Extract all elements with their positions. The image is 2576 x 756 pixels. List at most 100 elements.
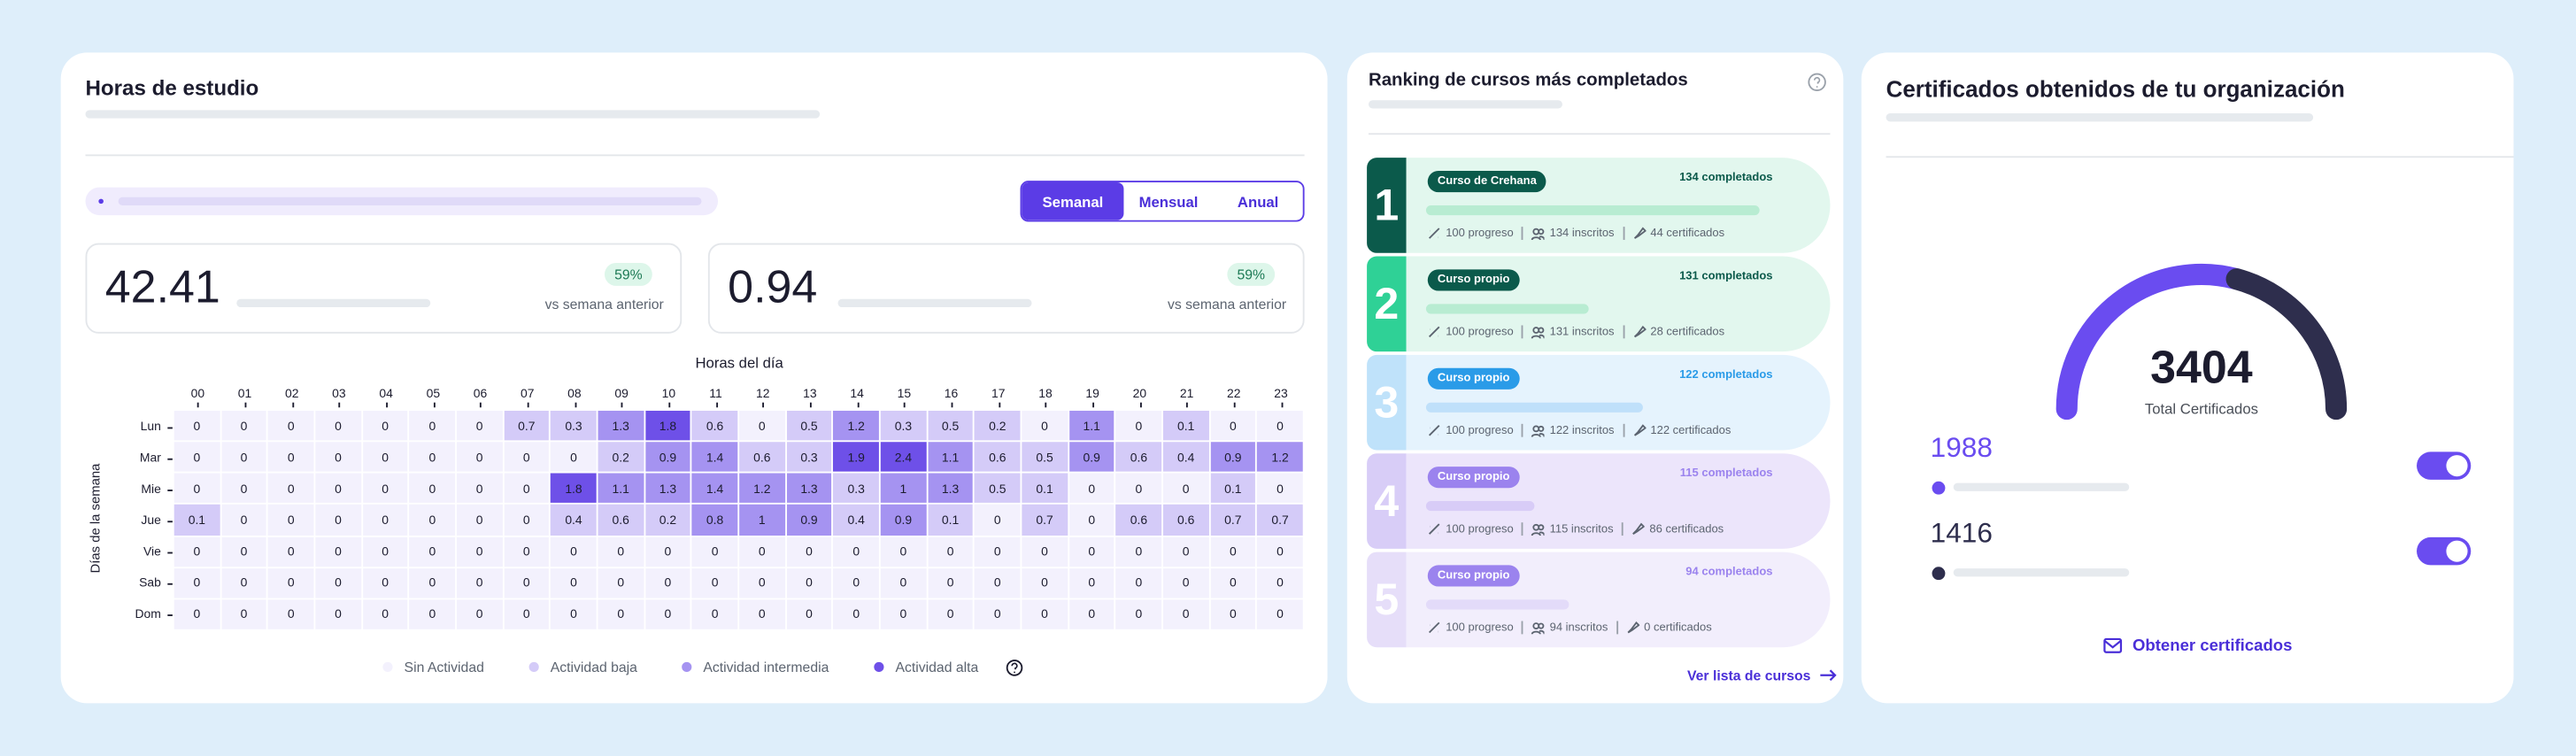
cell-label: 0: [570, 449, 577, 465]
heatmap-cell: 0: [1022, 410, 1068, 441]
cell-label: 0.7: [1224, 513, 1242, 528]
y-tick: [167, 426, 173, 428]
cell-label: 2.4: [894, 449, 913, 465]
x-tick: [433, 402, 436, 408]
cell-label: 0: [1088, 481, 1096, 497]
cell-label: 0.5: [989, 481, 1006, 497]
x-tick-label: 13: [803, 386, 817, 401]
x-tick-label: 17: [991, 386, 1006, 401]
cell-label: 0: [428, 544, 436, 559]
cell-label: 0.9: [1083, 449, 1100, 465]
toggle[interactable]: [2417, 536, 2472, 566]
heatmap-cell: 0: [268, 505, 314, 536]
cell-label: 0.6: [1130, 513, 1148, 528]
cell-label: 0: [758, 544, 766, 559]
cell-label: 0: [1041, 418, 1048, 434]
heatmap-cell: 0: [644, 599, 691, 629]
cell-label: 1.3: [800, 481, 818, 497]
ranking-row: Curso propio 122 completados 100 progreso 1…: [1406, 354, 1831, 451]
placeholder: [118, 197, 702, 205]
cell-label: 0: [617, 575, 625, 590]
heatmap-cell: 0: [975, 599, 1021, 629]
gauge-segment: [2055, 263, 2248, 420]
progress-bar: [1425, 599, 1570, 610]
y-tick-label: Lun: [140, 418, 161, 434]
meta-icon: [1428, 621, 1440, 634]
heatmap-cell: 0: [786, 599, 832, 629]
heatmap-cell: 0: [1115, 567, 1162, 598]
cell-label: 0: [711, 575, 719, 590]
cell-label: 0: [1135, 418, 1143, 434]
period-button[interactable]: Anual: [1237, 193, 1279, 210]
cell-label: 0: [428, 575, 436, 590]
legend-item: Sin Actividad: [382, 659, 484, 675]
x-tick-label: 12: [756, 386, 770, 401]
cell-label: 0: [335, 418, 342, 434]
period-button[interactable]: Semanal: [1022, 182, 1124, 220]
course-tag: Curso propio: [1427, 467, 1520, 489]
meta-text: 86 certificados: [1649, 523, 1724, 536]
cell-label: 0: [382, 513, 389, 528]
cell-label: 0: [335, 544, 342, 559]
help-icon[interactable]: [1807, 73, 1826, 92]
heatmap-cell: 0.3: [833, 474, 879, 504]
cell-label: 0: [287, 513, 295, 528]
cell-label: 0.3: [847, 481, 865, 497]
cell-label: 0: [758, 606, 766, 622]
ranking-link[interactable]: Ver lista de cursos: [1687, 667, 1840, 683]
cell-label: 0: [382, 418, 389, 434]
cell-label: 0: [899, 575, 907, 590]
x-tick-label: 04: [379, 386, 393, 401]
heatmap-cell: 0: [1162, 567, 1209, 598]
heatmap-cell: 0: [362, 567, 408, 598]
placeholder: [85, 110, 821, 119]
legend-label: Actividad baja: [550, 659, 637, 675]
heatmap-cell: 0: [315, 442, 361, 473]
heatmap-cell: 0.6: [739, 442, 785, 473]
meta-text: 44 certificados: [1650, 228, 1725, 240]
x-tick-label: 11: [709, 386, 722, 401]
stat-caption: vs semana anterior: [1167, 296, 1287, 312]
cell-label: 0: [1182, 575, 1190, 590]
meta-text: 122 inscritos: [1549, 424, 1615, 436]
cell-label: 0: [946, 544, 954, 559]
heatmap-cell: 2.4: [880, 442, 927, 473]
cell-label: 0: [899, 606, 907, 622]
cell-label: 0.4: [847, 513, 865, 528]
cell-label: 0: [522, 606, 530, 622]
heatmap-cell: 0: [220, 567, 267, 598]
heatmap-cell: 0: [1115, 410, 1162, 441]
cell-label: 0: [711, 606, 719, 622]
cell-label: 0: [522, 481, 530, 497]
x-tick: [715, 402, 718, 408]
x-tick-label: 15: [897, 386, 912, 401]
heatmap-cell: 0: [880, 599, 927, 629]
cell-label: 0: [1276, 544, 1284, 559]
heatmap-cell: 0: [551, 599, 597, 629]
heatmap-cell: 0: [786, 536, 832, 567]
rank-number: 5: [1367, 552, 1407, 648]
legend-label: Actividad intermedia: [703, 659, 829, 675]
legend-item: Actividad intermedia: [682, 659, 829, 675]
stat-card: 42.41 59% vs semana anterior: [85, 243, 683, 334]
heatmap-cell: 0: [1257, 474, 1303, 504]
rank-number: 4: [1367, 453, 1407, 549]
action-link[interactable]: Obtener certificados: [2103, 636, 2292, 655]
ranking-item: 4 Curso propio 115 completados 100 progreso…: [1367, 453, 1831, 549]
search-pill[interactable]: [85, 187, 719, 216]
heatmap-cell: 0.7: [504, 410, 550, 441]
cell-label: 0: [946, 606, 954, 622]
toggle[interactable]: [2417, 451, 2472, 480]
heatmap-cell: 0.5: [927, 410, 974, 441]
cell-label: 0.5: [1036, 449, 1053, 465]
period-button[interactable]: Mensual: [1138, 193, 1199, 210]
course-meta: 100 progreso 115 inscritos 86 certificados: [1428, 522, 1724, 536]
cell-label: 0.2: [989, 418, 1006, 434]
cell-label: 0: [475, 575, 483, 590]
heatmap-cell: 0.3: [551, 410, 597, 441]
meta-icon: [1626, 621, 1639, 634]
help-icon[interactable]: [1006, 659, 1023, 676]
ranking-row: Curso propio 115 completados 100 progreso 1…: [1406, 453, 1831, 549]
link-text: Ver lista de cursos: [1687, 667, 1811, 684]
